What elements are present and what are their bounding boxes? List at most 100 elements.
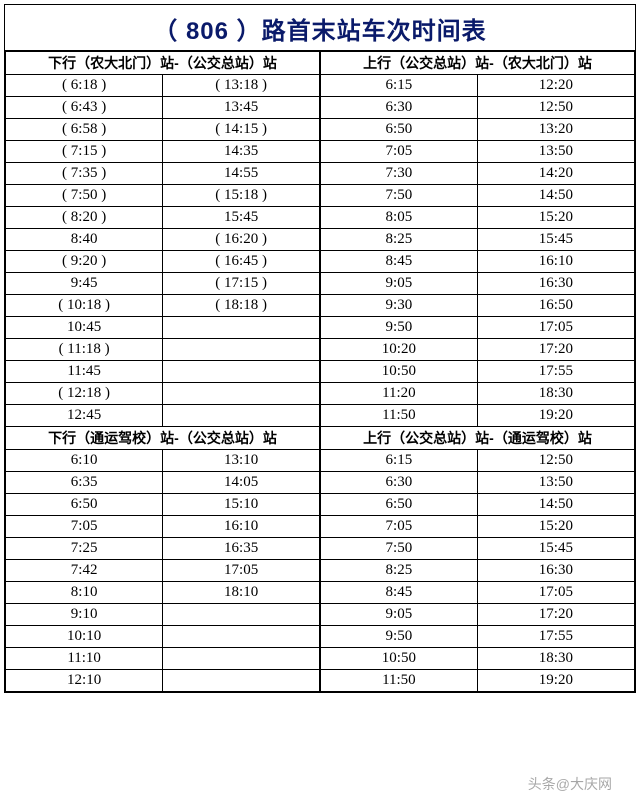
- time-cell: [163, 405, 320, 427]
- time-cell: 6:10: [6, 450, 163, 472]
- time-cell: ( 8:20 ): [6, 207, 163, 229]
- time-cell: ( 9:20 ): [6, 251, 163, 273]
- time-cell: ( 7:50 ): [6, 185, 163, 207]
- section1-header-row: 下行（农大北门）站-（公交总站）站 上行（公交总站）站-（农大北门）站: [6, 52, 635, 75]
- time-cell: 13:50: [477, 472, 634, 494]
- time-cell: 10:50: [320, 648, 477, 670]
- time-cell: 14:20: [477, 163, 634, 185]
- time-cell: [163, 317, 320, 339]
- time-cell: 8:05: [320, 207, 477, 229]
- table-row: 9:45( 17:15 )9:0516:30: [6, 273, 635, 295]
- timetable-table: 下行（农大北门）站-（公交总站）站 上行（公交总站）站-（农大北门）站 ( 6:…: [5, 51, 635, 692]
- time-cell: [163, 339, 320, 361]
- section1-header-right: 上行（公交总站）站-（农大北门）站: [320, 52, 635, 75]
- time-cell: 15:45: [477, 538, 634, 560]
- time-cell: ( 6:58 ): [6, 119, 163, 141]
- time-cell: 13:50: [477, 141, 634, 163]
- time-cell: 18:30: [477, 383, 634, 405]
- time-cell: 7:30: [320, 163, 477, 185]
- time-cell: 17:05: [477, 582, 634, 604]
- time-cell: [163, 383, 320, 405]
- time-cell: 18:30: [477, 648, 634, 670]
- time-cell: ( 11:18 ): [6, 339, 163, 361]
- time-cell: 8:25: [320, 560, 477, 582]
- time-cell: 8:45: [320, 251, 477, 273]
- time-cell: 14:50: [477, 185, 634, 207]
- time-cell: 10:50: [320, 361, 477, 383]
- table-row: 9:10 9:0517:20: [6, 604, 635, 626]
- section1-body: ( 6:18 )( 13:18 )6:1512:20( 6:43 )13:456…: [6, 75, 635, 427]
- time-cell: 9:30: [320, 295, 477, 317]
- table-row: ( 7:35 )14:557:3014:20: [6, 163, 635, 185]
- table-row: ( 7:15 )14:357:0513:50: [6, 141, 635, 163]
- time-cell: 16:10: [477, 251, 634, 273]
- section2-header-row: 下行（通运驾校）站-（公交总站）站 上行（公交总站）站-（通运驾校）站: [6, 427, 635, 450]
- time-cell: ( 17:15 ): [163, 273, 320, 295]
- table-row: 7:2516:357:5015:45: [6, 538, 635, 560]
- time-cell: 19:20: [477, 670, 634, 692]
- time-cell: 9:05: [320, 273, 477, 295]
- time-cell: 9:50: [320, 626, 477, 648]
- table-row: 8:40( 16:20 )8:2515:45: [6, 229, 635, 251]
- time-cell: [163, 604, 320, 626]
- time-cell: ( 6:18 ): [6, 75, 163, 97]
- time-cell: 17:20: [477, 604, 634, 626]
- time-cell: 13:20: [477, 119, 634, 141]
- time-cell: 9:10: [6, 604, 163, 626]
- time-cell: 16:50: [477, 295, 634, 317]
- time-cell: 12:50: [477, 450, 634, 472]
- time-cell: 11:20: [320, 383, 477, 405]
- time-cell: 17:05: [163, 560, 320, 582]
- time-cell: [163, 648, 320, 670]
- time-cell: 7:50: [320, 185, 477, 207]
- table-row: ( 10:18 )( 18:18 )9:3016:50: [6, 295, 635, 317]
- time-cell: 7:25: [6, 538, 163, 560]
- section2-header-left: 下行（通运驾校）站-（公交总站）站: [6, 427, 321, 450]
- table-row: 10:10 9:5017:55: [6, 626, 635, 648]
- time-cell: 9:50: [320, 317, 477, 339]
- table-row: ( 11:18 )10:2017:20: [6, 339, 635, 361]
- time-cell: 15:45: [477, 229, 634, 251]
- time-cell: ( 13:18 ): [163, 75, 320, 97]
- time-cell: 12:45: [6, 405, 163, 427]
- table-row: 11:4510:5017:55: [6, 361, 635, 383]
- time-cell: [163, 626, 320, 648]
- table-row: ( 12:18 )11:2018:30: [6, 383, 635, 405]
- time-cell: 14:50: [477, 494, 634, 516]
- table-row: ( 7:50 )( 15:18 )7:5014:50: [6, 185, 635, 207]
- table-row: 6:1013:106:1512:50: [6, 450, 635, 472]
- time-cell: 17:55: [477, 361, 634, 383]
- table-row: 6:5015:106:5014:50: [6, 494, 635, 516]
- time-cell: 16:30: [477, 560, 634, 582]
- time-cell: 9:45: [6, 273, 163, 295]
- time-cell: 10:10: [6, 626, 163, 648]
- time-cell: 16:10: [163, 516, 320, 538]
- time-cell: 6:15: [320, 450, 477, 472]
- time-cell: 18:10: [163, 582, 320, 604]
- time-cell: 8:40: [6, 229, 163, 251]
- time-cell: 6:30: [320, 472, 477, 494]
- time-cell: 10:45: [6, 317, 163, 339]
- time-cell: 8:25: [320, 229, 477, 251]
- time-cell: 6:15: [320, 75, 477, 97]
- table-row: 10:459:5017:05: [6, 317, 635, 339]
- time-cell: 8:45: [320, 582, 477, 604]
- time-cell: 9:05: [320, 604, 477, 626]
- table-row: 8:1018:108:4517:05: [6, 582, 635, 604]
- time-cell: 16:30: [477, 273, 634, 295]
- time-cell: 6:50: [320, 494, 477, 516]
- time-cell: 19:20: [477, 405, 634, 427]
- time-cell: 15:20: [477, 516, 634, 538]
- time-cell: 11:10: [6, 648, 163, 670]
- time-cell: 15:20: [477, 207, 634, 229]
- table-row: ( 6:58 )( 14:15 )6:5013:20: [6, 119, 635, 141]
- time-cell: 6:35: [6, 472, 163, 494]
- table-row: 12:4511:5019:20: [6, 405, 635, 427]
- time-cell: ( 16:20 ): [163, 229, 320, 251]
- time-cell: 11:50: [320, 670, 477, 692]
- time-cell: 6:50: [6, 494, 163, 516]
- time-cell: 16:35: [163, 538, 320, 560]
- time-cell: ( 7:35 ): [6, 163, 163, 185]
- time-cell: 17:55: [477, 626, 634, 648]
- section1-header-left: 下行（农大北门）站-（公交总站）站: [6, 52, 321, 75]
